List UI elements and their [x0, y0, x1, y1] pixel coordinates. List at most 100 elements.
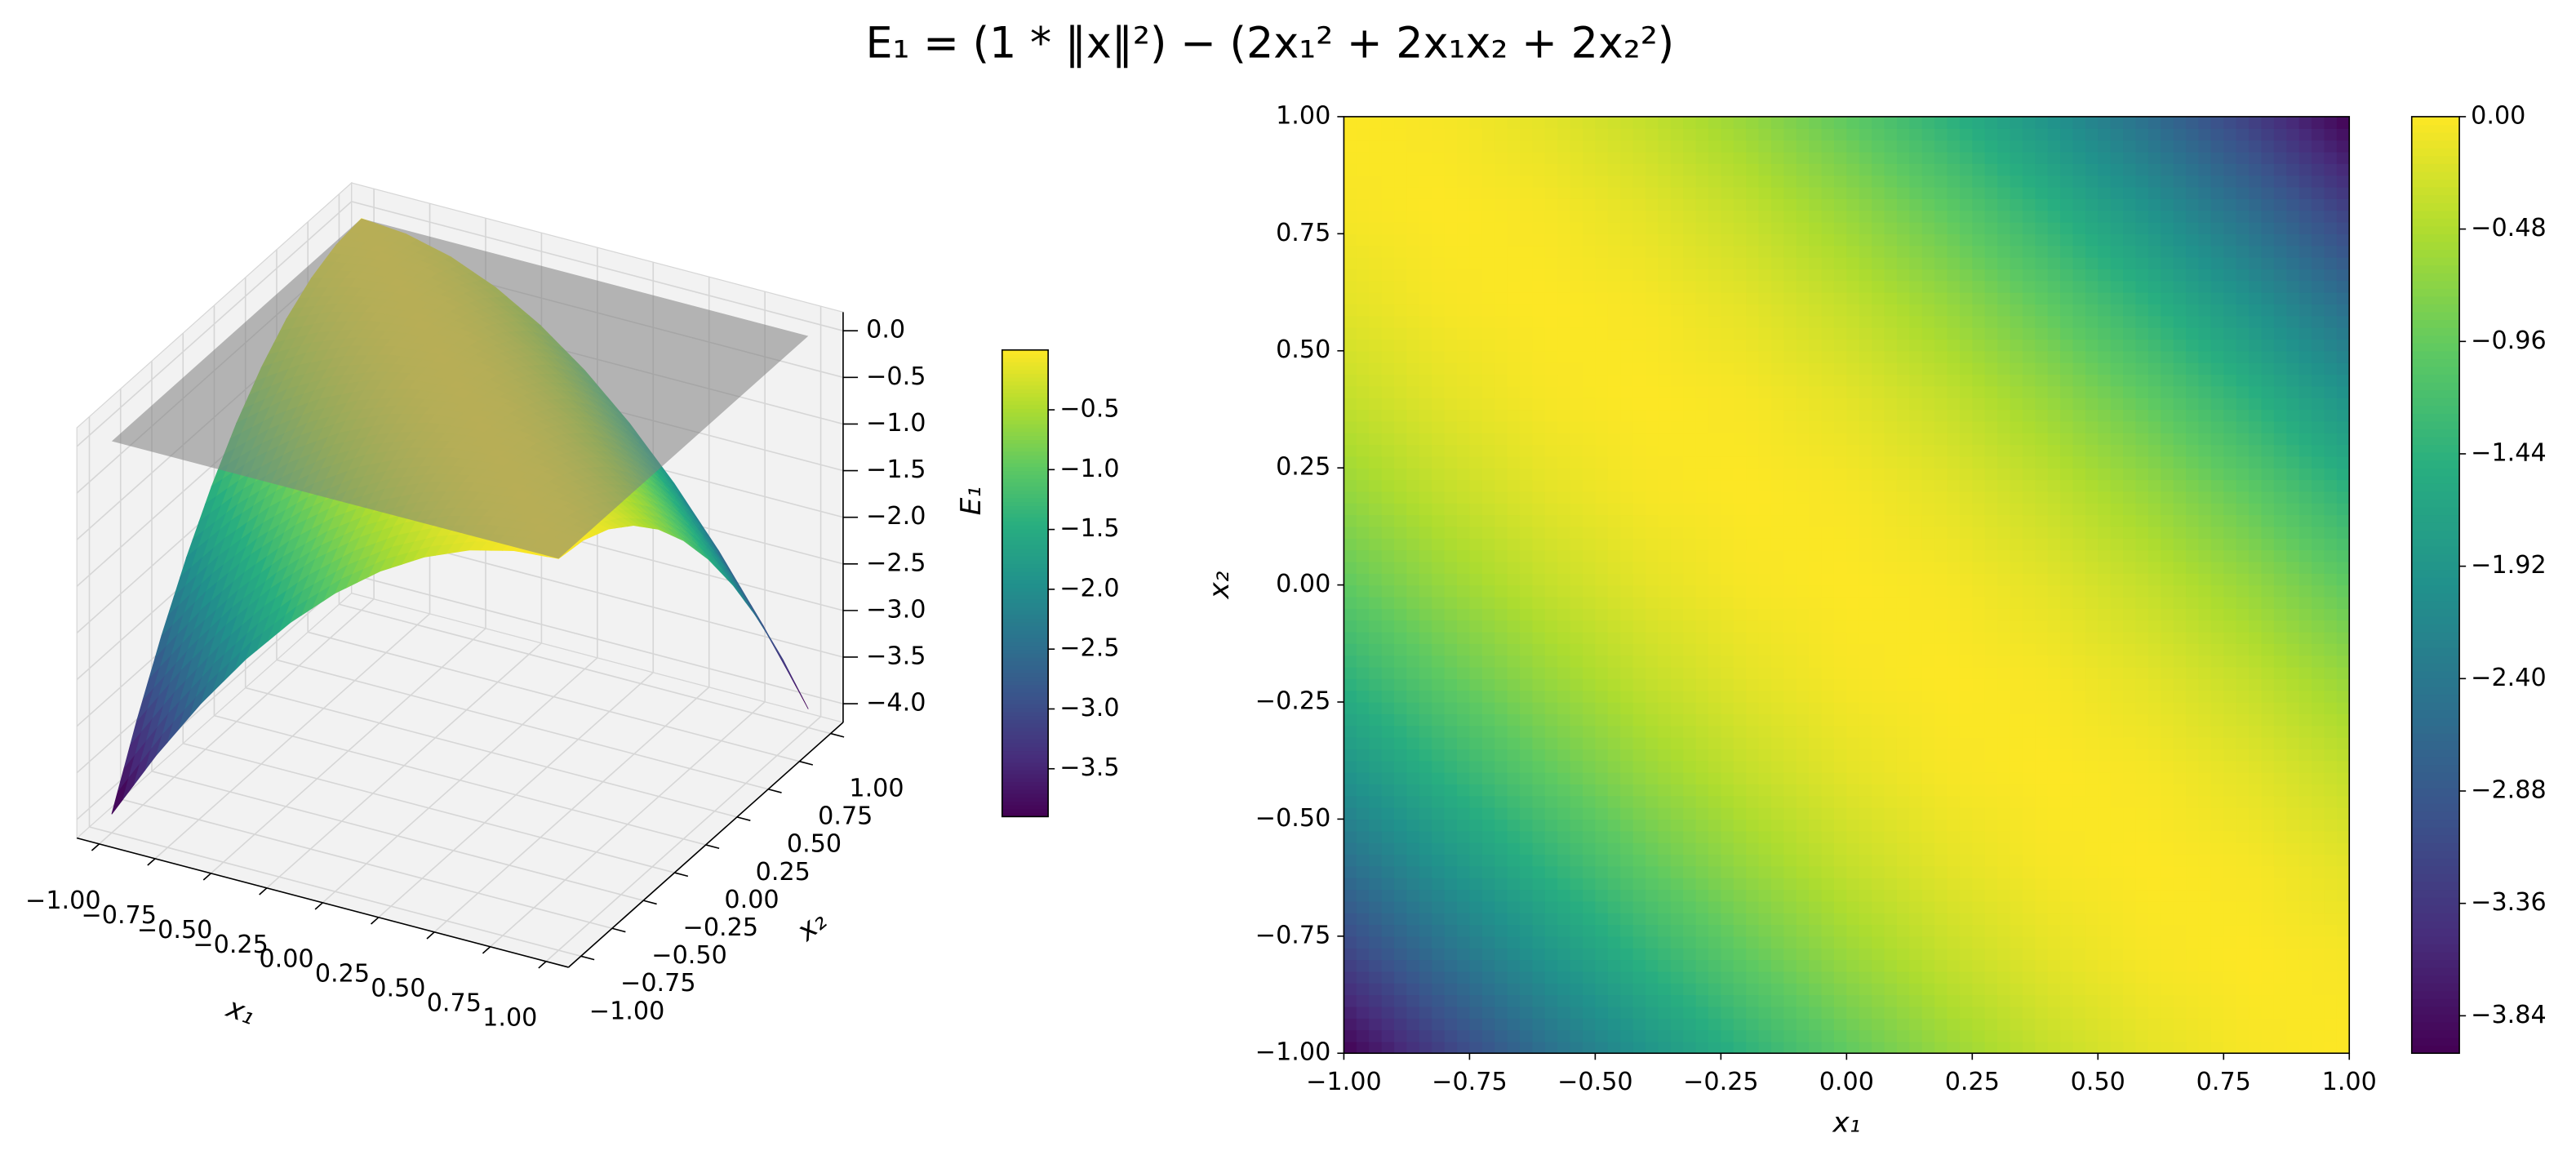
- contour-cell: [2298, 865, 2312, 878]
- contour-cell: [2236, 737, 2250, 749]
- contour-cell: [1444, 913, 1458, 926]
- contour-cell: [1683, 842, 1697, 855]
- contour-cell: [1532, 819, 1546, 832]
- contour-cell: [1658, 608, 1672, 621]
- contour-cell: [2035, 983, 2049, 996]
- contour-cell: [1884, 865, 1898, 878]
- contour-cell: [1746, 807, 1760, 820]
- colorbar-strip: [1002, 544, 1049, 549]
- contour-cell: [1670, 1041, 1684, 1054]
- contour-cell: [2286, 924, 2300, 937]
- contour-cell: [2198, 913, 2212, 926]
- contour-cell: [1344, 994, 1357, 1007]
- contour-cell: [2186, 900, 2200, 913]
- contour-cell: [1872, 737, 1885, 749]
- colorbar-strip: [1002, 548, 1049, 553]
- contour-cell: [2098, 900, 2112, 913]
- contour-cell: [1821, 596, 1835, 609]
- contour-cell: [2186, 971, 2200, 984]
- contour-cell: [2161, 760, 2174, 773]
- contour-cell: [1783, 1029, 1797, 1042]
- contour-cell: [2273, 889, 2287, 902]
- contour-cell: [1444, 900, 1458, 913]
- contour-cell: [1783, 784, 1797, 797]
- contour-cell: [1972, 760, 1986, 773]
- contour-cell: [1532, 784, 1546, 797]
- contour-cell: [1809, 1029, 1823, 1042]
- x-tick-label: −0.50: [137, 916, 213, 944]
- contour-cell: [1846, 655, 1860, 668]
- contour-cell: [1344, 620, 1357, 633]
- contour-cell: [1721, 596, 1734, 609]
- contour-cell: [1582, 655, 1596, 668]
- contour-cell: [1796, 1029, 1810, 1042]
- contour-cell: [2060, 935, 2074, 949]
- contour-cell: [2060, 678, 2074, 691]
- contour-cell: [1645, 713, 1659, 727]
- contour-cell: [1809, 959, 1823, 972]
- contour-cell: [1356, 701, 1370, 714]
- contour-cell: [2198, 1041, 2212, 1054]
- contour-cell: [2286, 772, 2300, 784]
- contour-cell: [2324, 865, 2338, 878]
- contour-cell: [2123, 701, 2137, 714]
- contour-cell: [1444, 819, 1458, 832]
- contour-cell: [2047, 1006, 2061, 1019]
- contour-cell: [2123, 842, 2137, 855]
- contour-cell: [1896, 935, 1910, 949]
- contour-cell: [1809, 1018, 1823, 1031]
- contour-cell: [2035, 620, 2049, 633]
- contour-cell: [1809, 584, 1823, 598]
- contour-cell: [1582, 596, 1596, 609]
- contour-cell: [2010, 924, 2023, 937]
- contour-cell: [1809, 900, 1823, 913]
- contour-cell: [1481, 913, 1495, 926]
- contour-cell: [1947, 749, 1961, 762]
- contour-cell: [2098, 643, 2112, 656]
- contour-cell: [1419, 971, 1432, 984]
- contour-cell: [2085, 1018, 2099, 1031]
- contour-cell: [1532, 795, 1546, 808]
- contour-cell: [1934, 842, 1948, 855]
- contour-cell: [1746, 819, 1760, 832]
- contour-cell: [1394, 713, 1408, 727]
- contour-cell: [1406, 854, 1420, 867]
- contour-cell: [1632, 701, 1646, 714]
- contour-cell: [1997, 889, 2011, 902]
- contour-cell: [1544, 842, 1558, 855]
- contour-cell: [2161, 1006, 2174, 1019]
- contour-cell: [2223, 643, 2237, 656]
- contour-cell: [1972, 701, 1986, 714]
- contour-cell: [2198, 1029, 2212, 1042]
- contour-cell: [2324, 842, 2338, 855]
- contour-cell: [1544, 584, 1558, 598]
- contour-cell: [2298, 983, 2312, 996]
- contour-cell: [1947, 608, 1961, 621]
- contour-cell: [1495, 795, 1508, 808]
- contour-cell: [2035, 830, 2049, 843]
- contour-cell: [1356, 1018, 1370, 1031]
- contour-cell: [2249, 643, 2263, 656]
- contour-cell: [2022, 784, 2036, 797]
- contour-cell: [2198, 924, 2212, 937]
- contour-cell: [1507, 784, 1521, 797]
- contour-cell: [2210, 948, 2224, 961]
- contour-cell: [1959, 878, 1973, 891]
- contour-cell: [1972, 737, 1986, 749]
- contour-cell: [1796, 608, 1810, 621]
- contour-cell: [2047, 655, 2061, 668]
- contour-cell: [1934, 666, 1948, 679]
- contour-cell: [1796, 713, 1810, 727]
- contour-cell: [2261, 760, 2275, 773]
- contour-cell: [1519, 819, 1534, 832]
- contour-cell: [1481, 643, 1495, 656]
- contour-cell: [1344, 865, 1357, 878]
- contour-cell: [2223, 1041, 2237, 1054]
- contour-cell: [2223, 971, 2237, 984]
- contour-cell: [1369, 631, 1383, 644]
- contour-cell: [1984, 865, 1998, 878]
- contour-cell: [1620, 842, 1634, 855]
- contour-cell: [1833, 760, 1847, 773]
- contour-cell: [1507, 948, 1521, 961]
